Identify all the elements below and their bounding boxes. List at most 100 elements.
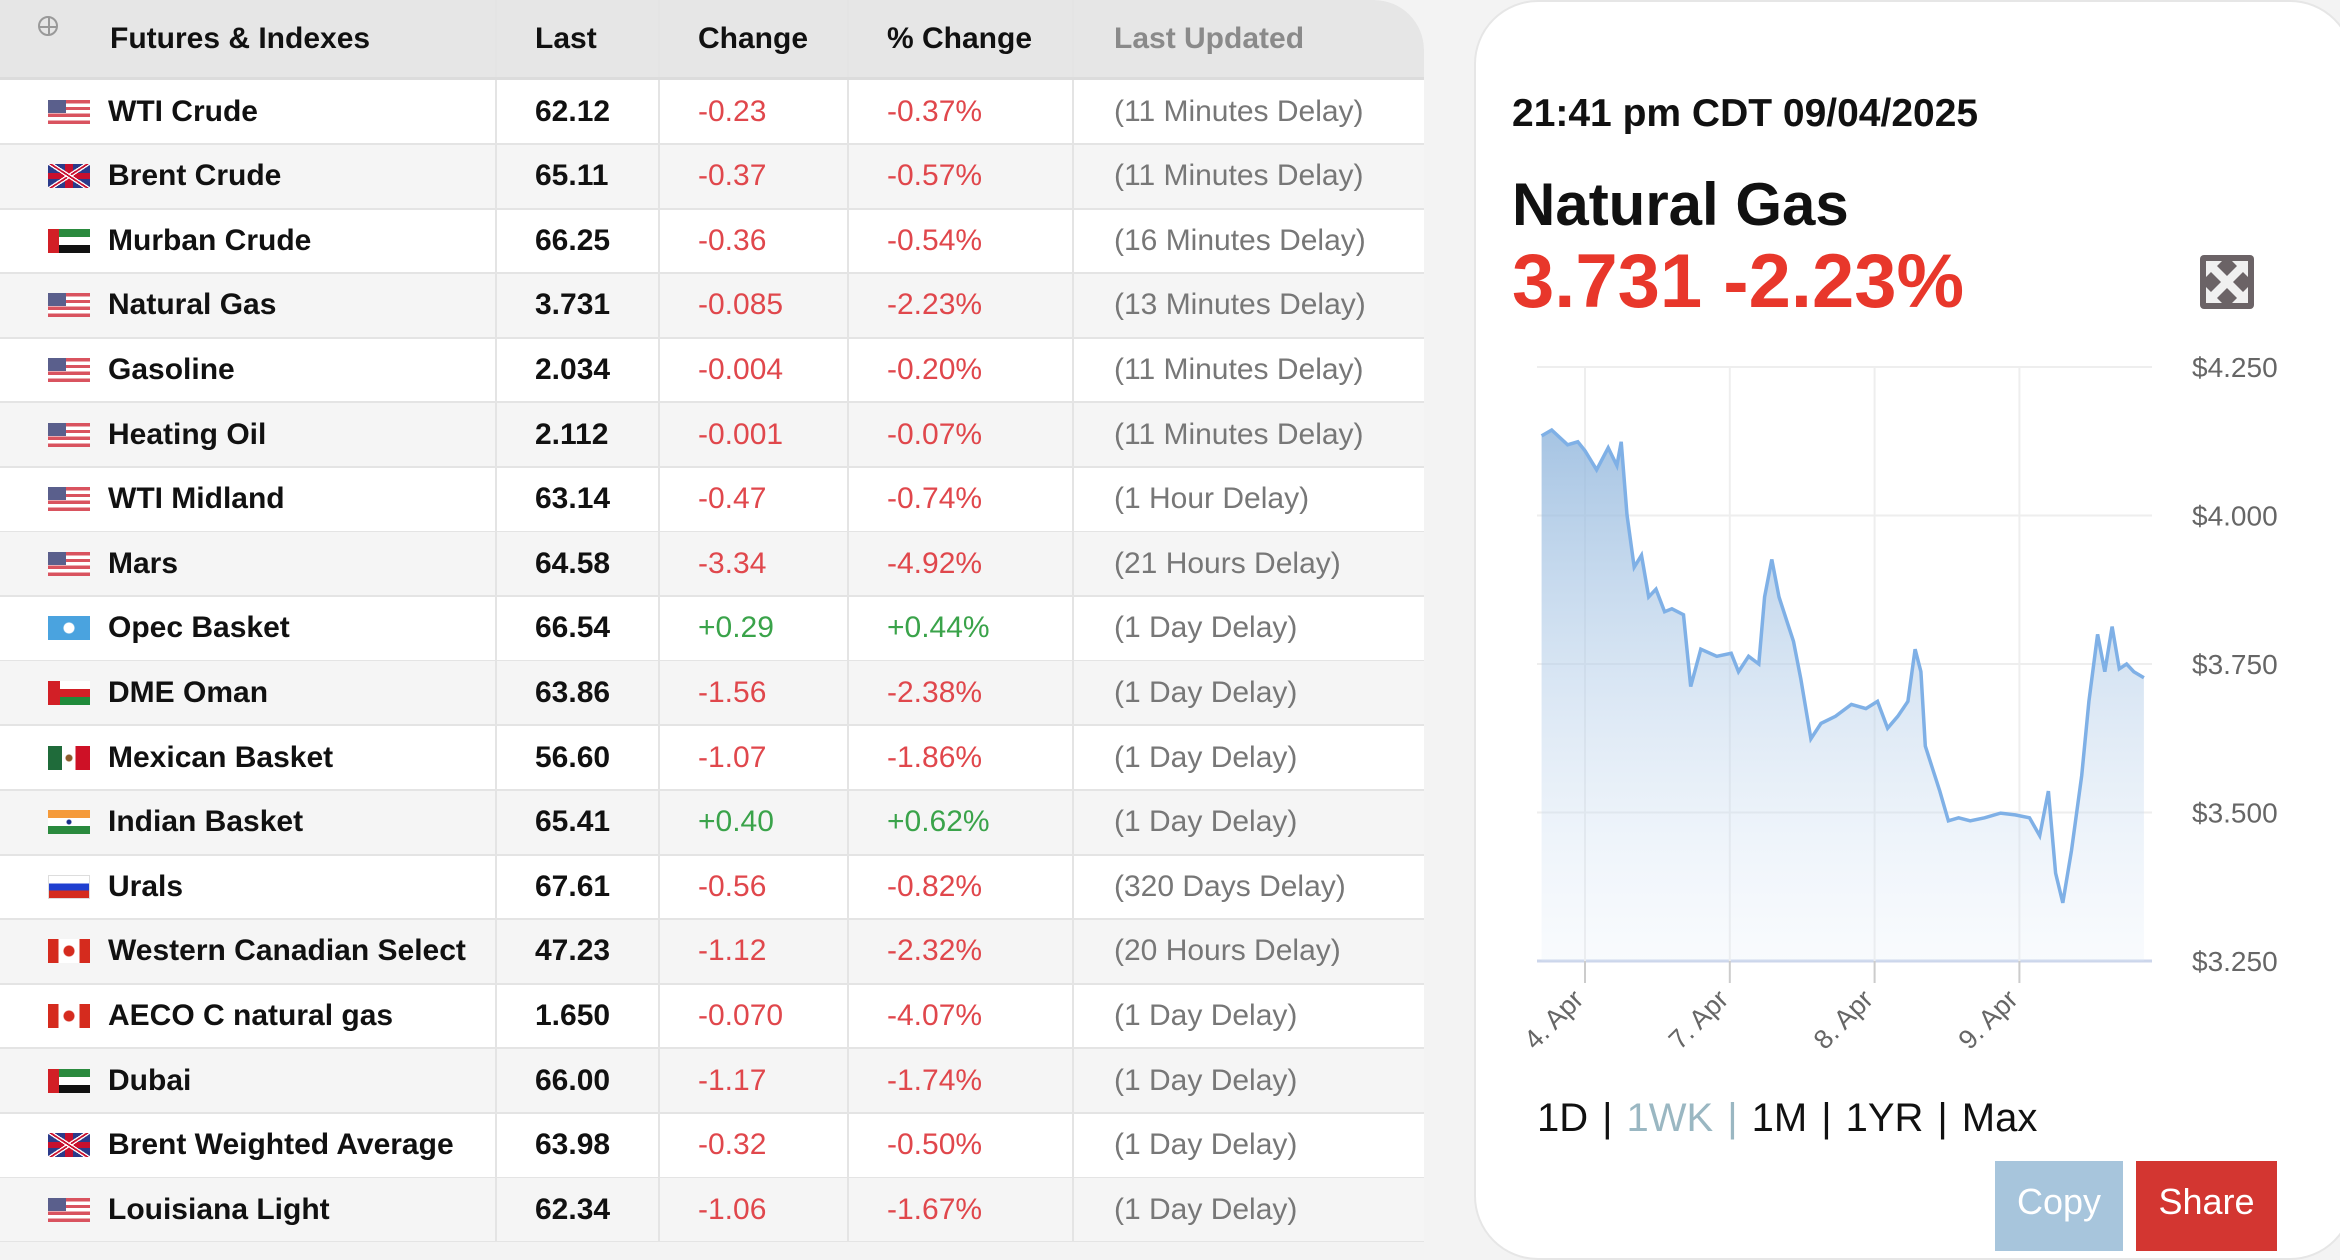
- change-value: +0.29: [660, 597, 849, 660]
- change-value: -0.36: [660, 209, 849, 272]
- last-value: 3.731: [497, 274, 660, 337]
- table-row[interactable]: DME Oman 63.86 -1.56 -2.38% (1 Day Delay…: [0, 661, 1424, 726]
- last-updated-value: (1 Day Delay): [1074, 726, 1424, 789]
- instrument-name[interactable]: Louisiana Light: [0, 1178, 497, 1241]
- last-value: 66.00: [497, 1049, 660, 1112]
- table-row[interactable]: AECO C natural gas 1.650 -0.070 -4.07% (…: [0, 984, 1424, 1049]
- instrument-label: Murban Crude: [108, 224, 311, 258]
- header-last[interactable]: Last: [497, 0, 660, 77]
- table-row[interactable]: Murban Crude 66.25 -0.36 -0.54% (16 Minu…: [0, 209, 1424, 274]
- change-value: -0.32: [660, 1114, 849, 1177]
- last-value: 2.034: [497, 338, 660, 401]
- share-button[interactable]: Share: [2136, 1161, 2277, 1251]
- pct-change-value: -0.50%: [849, 1114, 1074, 1177]
- instrument-name[interactable]: Brent Weighted Average: [0, 1114, 497, 1177]
- range-1m[interactable]: 1M: [1752, 1096, 1808, 1141]
- flag-icon: [48, 1198, 90, 1222]
- change-value: +0.40: [660, 791, 849, 854]
- instrument-label: Urals: [108, 870, 183, 904]
- instrument-label: AECO C natural gas: [108, 999, 393, 1033]
- flag-icon: [48, 164, 90, 188]
- instrument-name[interactable]: Western Canadian Select: [0, 920, 497, 983]
- last-value: 62.12: [497, 80, 660, 143]
- last-updated-value: (11 Minutes Delay): [1074, 145, 1424, 208]
- change-value: -0.56: [660, 855, 849, 918]
- table-row[interactable]: Mexican Basket 56.60 -1.07 -1.86% (1 Day…: [0, 726, 1424, 791]
- table-row[interactable]: Louisiana Light 62.34 -1.06 -1.67% (1 Da…: [0, 1178, 1424, 1242]
- flag-icon: [48, 810, 90, 834]
- y-tick-label: $3.250: [2192, 946, 2278, 977]
- instrument-name[interactable]: Dubai: [0, 1049, 497, 1112]
- table-row[interactable]: Gasoline 2.034 -0.004 -0.20% (11 Minutes…: [0, 338, 1424, 403]
- table-row[interactable]: Mars 64.58 -3.34 -4.92% (21 Hours Delay): [0, 532, 1424, 597]
- instrument-name[interactable]: Gasoline: [0, 338, 497, 401]
- y-tick-label: $3.500: [2192, 798, 2278, 829]
- last-value: 62.34: [497, 1178, 660, 1241]
- y-tick-label: $4.000: [2192, 501, 2278, 532]
- table-row[interactable]: Indian Basket 65.41 +0.40 +0.62% (1 Day …: [0, 791, 1424, 856]
- instrument-name[interactable]: Murban Crude: [0, 209, 497, 272]
- last-updated-value: (1 Day Delay): [1074, 791, 1424, 854]
- table-row[interactable]: Dubai 66.00 -1.17 -1.74% (1 Day Delay): [0, 1049, 1424, 1114]
- y-tick-label: $3.750: [2192, 649, 2278, 680]
- instrument-label: Dubai: [108, 1064, 191, 1098]
- last-updated-value: (16 Minutes Delay): [1074, 209, 1424, 272]
- instrument-name[interactable]: Heating Oil: [0, 403, 497, 466]
- change-value: -1.56: [660, 661, 849, 724]
- last-updated-value: (13 Minutes Delay): [1074, 274, 1424, 337]
- flag-icon: [48, 229, 90, 253]
- price-area: [1542, 430, 2144, 961]
- change-value: -3.34: [660, 532, 849, 595]
- header-last-updated[interactable]: Last Updated: [1074, 0, 1424, 77]
- copy-button[interactable]: Copy: [1995, 1161, 2123, 1251]
- change-value: -0.004: [660, 338, 849, 401]
- table-row[interactable]: Brent Weighted Average 63.98 -0.32 -0.50…: [0, 1114, 1424, 1179]
- last-value: 64.58: [497, 532, 660, 595]
- instrument-name[interactable]: Opec Basket: [0, 597, 497, 660]
- pct-change-value: -4.92%: [849, 532, 1074, 595]
- instrument-name[interactable]: Mars: [0, 532, 497, 595]
- instrument-label: Louisiana Light: [108, 1193, 330, 1227]
- header-change[interactable]: Change: [660, 0, 849, 77]
- pct-change-value: -0.74%: [849, 468, 1074, 531]
- header-pct-change[interactable]: % Change: [849, 0, 1074, 77]
- last-updated-value: (320 Days Delay): [1074, 855, 1424, 918]
- flag-icon: [48, 746, 90, 770]
- instrument-name[interactable]: AECO C natural gas: [0, 984, 497, 1047]
- flag-icon: [48, 487, 90, 511]
- range-1yr[interactable]: 1YR: [1846, 1096, 1924, 1141]
- instrument-name[interactable]: Brent Crude: [0, 145, 497, 208]
- last-value: 65.11: [497, 145, 660, 208]
- table-row[interactable]: Urals 67.61 -0.56 -0.82% (320 Days Delay…: [0, 855, 1424, 920]
- table-row[interactable]: WTI Crude 62.12 -0.23 -0.37% (11 Minutes…: [0, 80, 1424, 145]
- range-1d[interactable]: 1D: [1537, 1096, 1588, 1141]
- table-row[interactable]: Heating Oil 2.112 -0.001 -0.07% (11 Minu…: [0, 403, 1424, 468]
- table-row[interactable]: Western Canadian Select 47.23 -1.12 -2.3…: [0, 920, 1424, 985]
- instrument-label: WTI Crude: [108, 95, 258, 129]
- instrument-name[interactable]: WTI Crude: [0, 80, 497, 143]
- instrument-name[interactable]: DME Oman: [0, 661, 497, 724]
- last-updated-value: (1 Day Delay): [1074, 1114, 1424, 1177]
- instrument-name[interactable]: Mexican Basket: [0, 726, 497, 789]
- pct-change-value: -0.82%: [849, 855, 1074, 918]
- pct-change-value: -2.23%: [849, 274, 1074, 337]
- last-updated-value: (21 Hours Delay): [1074, 532, 1424, 595]
- flag-icon: [48, 100, 90, 124]
- table-row[interactable]: Opec Basket 66.54 +0.29 +0.44% (1 Day De…: [0, 597, 1424, 662]
- instrument-label: WTI Midland: [108, 482, 285, 516]
- range-1wk[interactable]: 1WK: [1627, 1096, 1714, 1141]
- change-value: -0.070: [660, 984, 849, 1047]
- instrument-name[interactable]: Natural Gas: [0, 274, 497, 337]
- table-row[interactable]: Brent Crude 65.11 -0.37 -0.57% (11 Minut…: [0, 145, 1424, 210]
- last-value: 66.25: [497, 209, 660, 272]
- table-row[interactable]: WTI Midland 63.14 -0.47 -0.74% (1 Hour D…: [0, 468, 1424, 533]
- instrument-label: Western Canadian Select: [108, 934, 466, 968]
- instrument-name[interactable]: WTI Midland: [0, 468, 497, 531]
- range-max[interactable]: Max: [1962, 1096, 2038, 1141]
- pct-change-value: +0.62%: [849, 791, 1074, 854]
- header-name[interactable]: Futures & Indexes: [0, 0, 497, 77]
- instrument-name[interactable]: Indian Basket: [0, 791, 497, 854]
- instrument-name[interactable]: Urals: [0, 855, 497, 918]
- table-row[interactable]: Natural Gas 3.731 -0.085 -2.23% (13 Minu…: [0, 274, 1424, 339]
